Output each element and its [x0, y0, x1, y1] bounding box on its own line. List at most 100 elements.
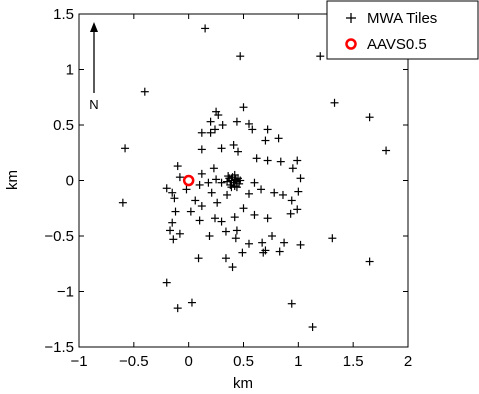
mwa-tile-marker — [232, 117, 241, 126]
mwa-tile-marker — [206, 128, 215, 137]
mwa-tile-marker — [224, 172, 233, 181]
mwa-tile-marker — [210, 214, 219, 223]
mwa-tile-marker — [209, 164, 218, 173]
x-tick-label: −1 — [70, 353, 87, 370]
mwa-tile-marker — [316, 52, 325, 61]
north-arrow-head — [90, 22, 98, 32]
mwa-tile-marker — [296, 174, 305, 183]
x-tick-label: 0.5 — [233, 353, 254, 370]
y-tick-label: −0.5 — [44, 228, 74, 245]
mwa-tile-marker — [166, 226, 175, 235]
x-tick-label: −0.5 — [119, 353, 149, 370]
mwa-tile-marker — [275, 247, 284, 256]
mwa-tile-marker — [169, 235, 178, 244]
mwa-tile-marker — [197, 169, 206, 178]
mwa-tile-marker — [173, 304, 182, 313]
legend-label-aavs: AAVS0.5 — [367, 36, 427, 53]
mwa-tile-marker — [250, 178, 259, 187]
mwa-tile-marker — [223, 190, 232, 199]
mwa-tile-marker — [210, 125, 219, 134]
y-tick-label: 1 — [66, 62, 74, 79]
mwa-tile-marker — [244, 239, 253, 248]
mwa-tile-marker — [197, 145, 206, 154]
mwa-tile-marker — [257, 185, 266, 194]
mwa-tile-marker — [278, 190, 287, 199]
mwa-tile-marker — [171, 207, 180, 216]
mwa-tile-marker — [140, 87, 149, 96]
mwa-tile-marker — [294, 187, 303, 196]
mwa-tile-marker — [276, 157, 285, 166]
mwa-tile-marker — [274, 134, 283, 143]
mwa-tile-marker — [231, 234, 240, 243]
mwa-tile-marker — [121, 144, 130, 153]
mwa-tile-marker — [288, 164, 297, 173]
mwa-tile-marker — [195, 180, 204, 189]
y-tick-label: 0 — [66, 173, 74, 190]
mwa-tile-marker — [232, 183, 241, 192]
mwa-tile-marker — [173, 162, 182, 171]
mwa-tile-marker — [270, 188, 279, 197]
mwa-tile-marker — [234, 147, 243, 156]
mwa-tile-marker — [293, 156, 302, 165]
mwa-tile-marker — [217, 144, 226, 153]
legend-marker-mwa-tiles — [346, 13, 356, 23]
mwa-tile-marker — [197, 202, 206, 211]
mwa-tile-marker — [205, 232, 214, 240]
mwa-tile-marker — [261, 136, 270, 145]
mwa-tile-marker — [213, 198, 222, 207]
mwa-tile-marker — [250, 210, 259, 219]
mwa-tile-marker — [186, 207, 195, 216]
mwa-tile-marker — [221, 227, 230, 236]
mwa-tile-marker — [248, 125, 257, 134]
x-tick-label: 2 — [404, 353, 412, 370]
legend: MWA Tiles AAVS0.5 — [326, 0, 479, 60]
mwa-tile-marker — [328, 234, 337, 243]
mwa-tile-marker — [230, 170, 239, 179]
mwa-tile-marker — [308, 323, 317, 332]
mwa-tile-marker — [168, 188, 177, 197]
mwa-tile-marker — [175, 229, 184, 238]
mwa-tile-marker — [296, 240, 305, 249]
mwa-tile-marker — [238, 248, 247, 257]
mwa-tile-marker — [230, 213, 239, 222]
mwa-tile-marker — [268, 232, 277, 240]
data-marks — [118, 24, 391, 332]
mwa-tile-marker — [228, 263, 237, 272]
mwa-tile-marker — [170, 194, 179, 203]
mwa-tile-marker — [197, 128, 206, 137]
mwa-tile-marker — [365, 257, 374, 266]
mwa-tile-marker — [330, 98, 339, 107]
mwa-tile-marker — [191, 196, 200, 205]
axis-ticks: −1 −0.5 0 0.5 1 1.5 21.510.50−0.5−1−1.5 — [44, 6, 412, 370]
mwa-tile-marker — [280, 238, 289, 247]
legend-marker-aavs — [345, 38, 357, 50]
mwa-tile-marker — [244, 189, 253, 198]
north-arrow-label: N — [89, 97, 98, 112]
mwa-tile-marker — [261, 246, 270, 255]
mwa-tile-marker — [118, 198, 127, 207]
mwa-tile-marker — [221, 254, 230, 263]
mwa-tile-marker — [214, 111, 223, 120]
mwa-tile-marker — [286, 209, 295, 218]
x-tick-label: 0 — [184, 353, 192, 370]
mwa-tile-marker — [162, 184, 171, 193]
legend-label-mwa-tiles: MWA Tiles — [367, 10, 437, 27]
mwa-tile-marker — [182, 185, 191, 194]
mwa-tile-marker — [258, 238, 267, 247]
x-tick-label: 1 — [294, 353, 302, 370]
mwa-tile-marker — [293, 205, 302, 214]
mwa-tile-marker — [207, 188, 216, 197]
aavs-marker — [182, 174, 195, 187]
mwa-tile-marker — [212, 175, 221, 184]
mwa-tile-marker — [229, 140, 238, 149]
y-tick-label: −1 — [57, 284, 74, 301]
mwa-tile-marker — [236, 176, 245, 185]
y-tick-label: −1.5 — [44, 339, 74, 356]
mwa-tile-marker — [239, 204, 248, 213]
mwa-tile-marker — [263, 214, 272, 223]
mwa-tile-marker — [194, 254, 203, 263]
mwa-tile-marker — [263, 156, 272, 165]
mwa-tile-marker — [168, 218, 177, 227]
mwa-tile-marker — [201, 24, 210, 33]
